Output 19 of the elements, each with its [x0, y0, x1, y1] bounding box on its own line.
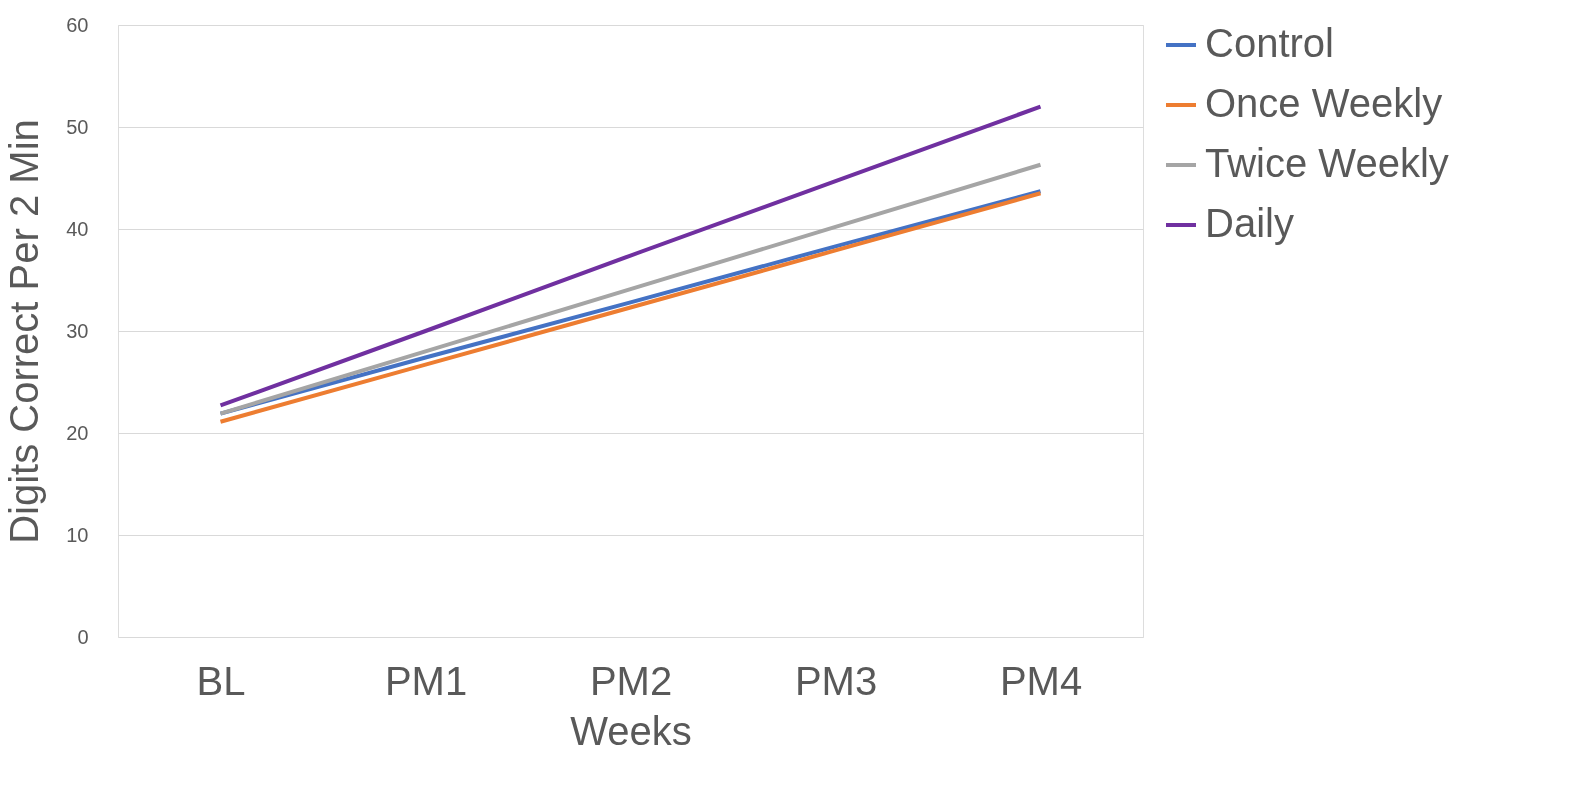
x-tick-label: PM1: [384, 658, 468, 703]
y-tick-label: 40: [66, 217, 89, 240]
x-tick-label: PM2: [589, 658, 673, 703]
legend-label: Twice Weekly: [1205, 141, 1449, 185]
x-tick-label: PM3: [794, 658, 878, 703]
x-tick-label: PM4: [999, 658, 1083, 703]
y-axis-title: Digits Correct Per 2 Min: [2, 119, 47, 544]
y-tick-label: 50: [66, 115, 89, 138]
x-axis-title: Weeks: [570, 708, 692, 753]
x-tick-label: BL: [196, 658, 246, 703]
legend-label: Daily: [1205, 201, 1294, 245]
y-tick-label: 20: [66, 421, 89, 444]
line-series: [218, 104, 1043, 408]
y-tick-label: 0: [77, 625, 89, 648]
y-tick-label: 60: [66, 13, 89, 36]
y-tick-label: 30: [66, 319, 89, 342]
legend-label: Once Weekly: [1205, 81, 1443, 125]
legend-label: Control: [1205, 21, 1334, 65]
y-tick-label: 10: [66, 523, 89, 546]
